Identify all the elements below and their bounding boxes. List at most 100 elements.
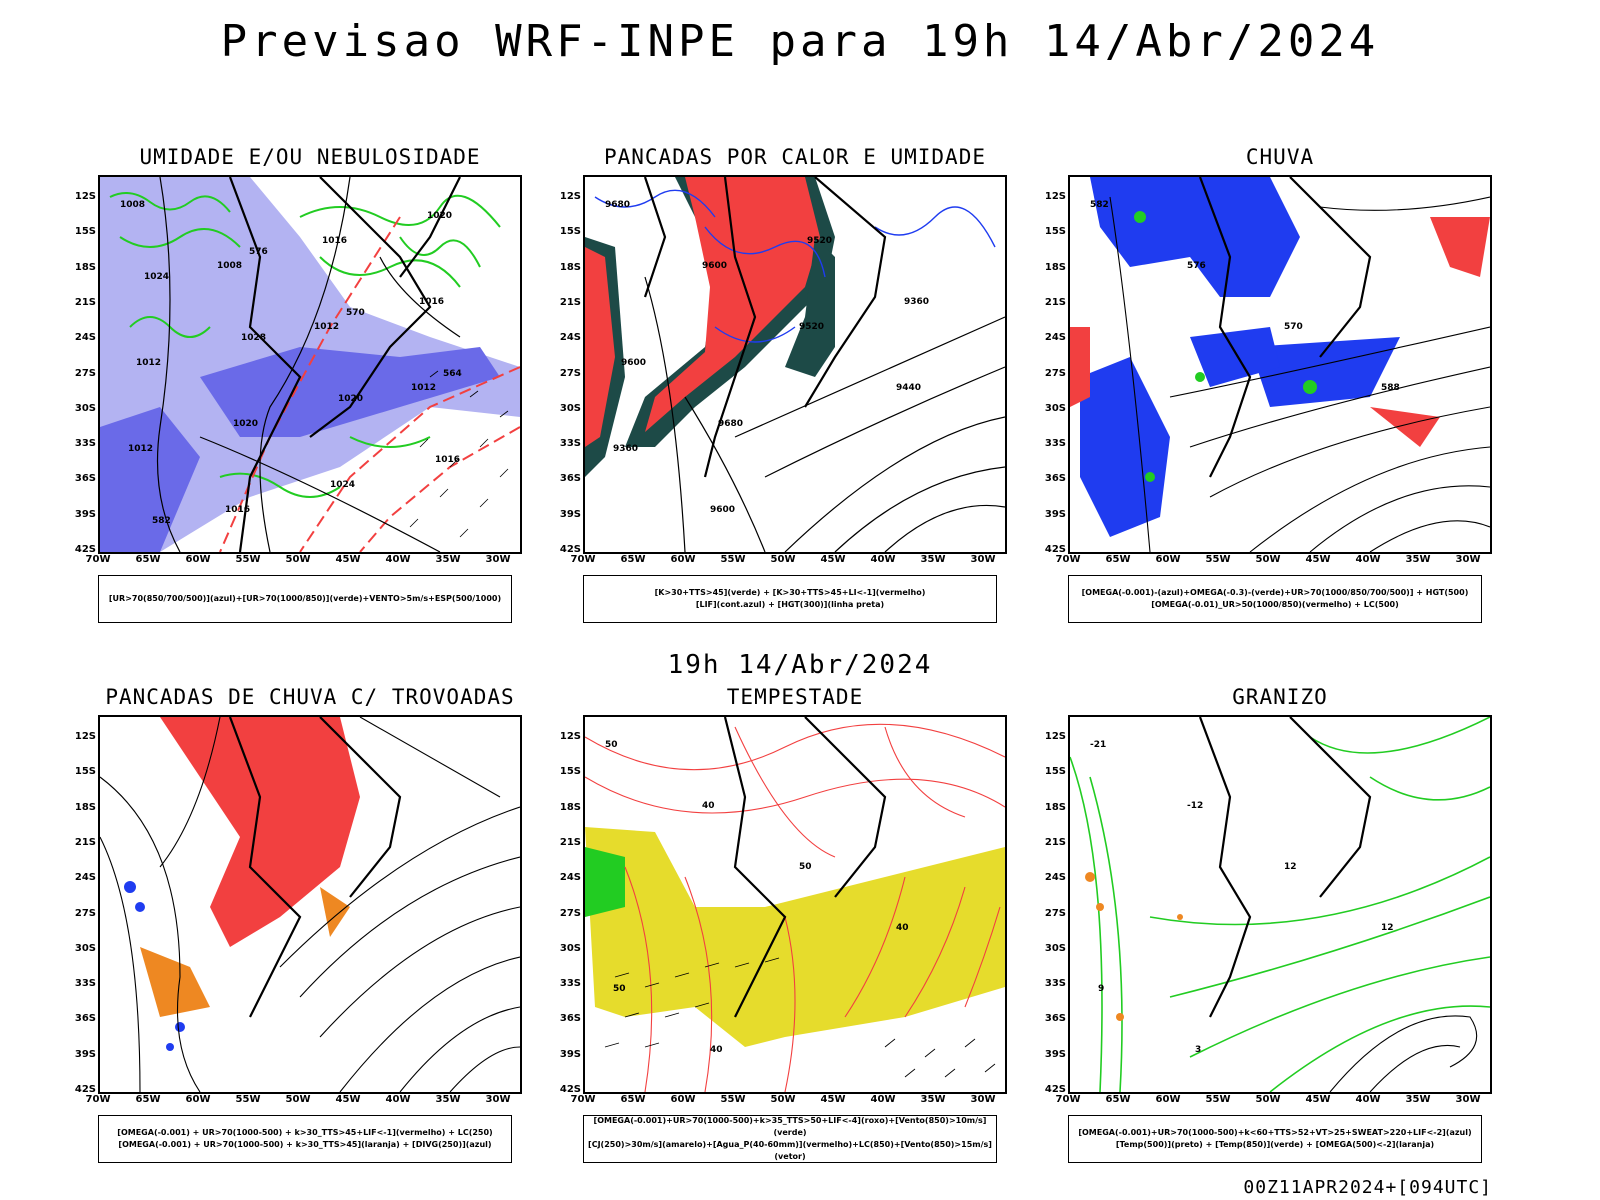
- panel-chuva: CHUVA 582 576 570 588 [OMEGA(-0.001)-(azul)…: [1020, 145, 1500, 635]
- lon-label: 55W: [720, 1094, 746, 1105]
- contour-label: 9: [1098, 984, 1104, 994]
- lon-label: 35W: [920, 1094, 946, 1105]
- lat-label: 12S: [1044, 191, 1066, 202]
- lon-label: 50W: [285, 1094, 311, 1105]
- lat-label: 39S: [559, 1048, 581, 1060]
- lat-label: 21S: [1044, 836, 1066, 848]
- lon-label: 40W: [1355, 554, 1381, 565]
- contour-label: 582: [1090, 200, 1109, 210]
- contour-label: 50: [613, 984, 626, 994]
- lat-label: 27S: [559, 367, 581, 379]
- legend-chuva: [OMEGA(-0.001)-(azul)+OMEGA(-0.3)-(verde…: [1068, 575, 1482, 623]
- lon-label: 70W: [85, 1094, 111, 1105]
- lat-label: 27S: [1044, 907, 1066, 919]
- main-title: Previsao WRF-INPE para 19h 14/Abr/2024: [220, 16, 1380, 67]
- panel-pancadas-calor: PANCADAS POR CALOR E UMIDADE 9: [535, 145, 1015, 635]
- contour-label: 564: [443, 369, 462, 379]
- contour-label: 9600: [621, 358, 646, 368]
- legend-trovoadas: [OMEGA(-0.001) + UR>70(1000-500) + k>30_…: [98, 1115, 512, 1163]
- map-pancadas-calor: 9680 9600 9520 9440 9360 9600 9520 9360 9600 9680: [583, 175, 1007, 554]
- lat-label: 42S: [559, 544, 581, 555]
- contour-label: 40: [702, 801, 715, 811]
- lat-label: 36S: [74, 473, 96, 485]
- legend-umidade: [UR>70(850/700/500)](azul)+[UR>70(1000/8…: [98, 575, 512, 623]
- lat-label: 30S: [74, 942, 96, 954]
- legend-line: [OMEGA(-0.01)_UR>50(1000/850)(vermelho) …: [1151, 600, 1399, 609]
- lat-label: 21S: [559, 296, 581, 308]
- contour-label: 1016: [225, 505, 250, 515]
- contour-label: 9520: [799, 322, 824, 332]
- lat-label: 24S: [559, 332, 581, 344]
- contour-label: 1020: [427, 211, 452, 221]
- contour-label: 576: [249, 247, 268, 257]
- contour-label: 1024: [330, 480, 355, 490]
- lon-label: 55W: [1205, 554, 1231, 565]
- lon-label: 45W: [335, 1094, 361, 1105]
- lon-label: 45W: [335, 554, 361, 565]
- contour-label: 1016: [419, 297, 444, 307]
- lat-label: 12S: [559, 731, 581, 742]
- lon-label: 65W: [620, 554, 646, 565]
- legend-line: [OMEGA(-0.001)+UR>70(1000-500)+k>35_TTS>…: [593, 1116, 987, 1137]
- map-granizo: -21 -12 12 12 9 3: [1068, 715, 1492, 1094]
- lat-label: 36S: [1044, 473, 1066, 485]
- map-tempestade: 50 40 50 40 50 40: [583, 715, 1007, 1094]
- lat-label: 39S: [1044, 508, 1066, 520]
- lat-label: 39S: [74, 1048, 96, 1060]
- lon-label: 60W: [1155, 554, 1181, 565]
- lat-label: 30S: [559, 402, 581, 414]
- lon-label: 50W: [770, 1094, 796, 1105]
- contour-label: 9360: [613, 444, 638, 454]
- lat-label: 15S: [1044, 766, 1066, 778]
- legend-line: [OMEGA(-0.001)+UR>70(1000-500)+k<60+TTS>…: [1078, 1128, 1472, 1137]
- lat-label: 24S: [1044, 872, 1066, 884]
- lat-label: 15S: [74, 226, 96, 238]
- lon-label: 30W: [485, 554, 511, 565]
- lon-label: 35W: [435, 1094, 461, 1105]
- lat-label: 24S: [74, 872, 96, 884]
- contour-label: 1012: [411, 383, 436, 393]
- legend-line: [Temp(500)](preto) + [Temp(850)](verde) …: [1115, 1140, 1435, 1149]
- lat-label: 33S: [1044, 978, 1066, 990]
- lat-label: 39S: [559, 508, 581, 520]
- legend-line: [LIF](cont.azul) + [HGT(300)](linha pret…: [695, 600, 885, 609]
- lat-label: 42S: [74, 544, 96, 555]
- contour-label: 1016: [322, 236, 347, 246]
- lon-label: 30W: [970, 554, 996, 565]
- lat-label: 33S: [1044, 438, 1066, 450]
- lon-label: 55W: [235, 554, 261, 565]
- lon-label: 40W: [870, 554, 896, 565]
- lon-label: 40W: [870, 1094, 896, 1105]
- lat-label: 24S: [559, 872, 581, 884]
- mid-title: 19h 14/Abr/2024: [667, 650, 933, 680]
- lon-label: 60W: [185, 1094, 211, 1105]
- contour-label: 1012: [136, 358, 161, 368]
- lat-label: 12S: [559, 191, 581, 202]
- lon-label: 60W: [1155, 1094, 1181, 1105]
- lat-label: 15S: [74, 766, 96, 778]
- lat-label: 36S: [74, 1013, 96, 1025]
- lat-label: 15S: [559, 226, 581, 238]
- lat-label: 21S: [559, 836, 581, 848]
- legend-tempestade: [OMEGA(-0.001)+UR>70(1000-500)+k>35_TTS>…: [583, 1115, 997, 1163]
- contour-label: 570: [1284, 322, 1303, 332]
- lat-label: 30S: [559, 942, 581, 954]
- contour-label: 40: [896, 923, 909, 933]
- lon-label: 65W: [135, 554, 161, 565]
- lat-label: 15S: [1044, 226, 1066, 238]
- contour-label: 1008: [120, 200, 145, 210]
- lon-label: 70W: [570, 1094, 596, 1105]
- lat-label: 21S: [1044, 296, 1066, 308]
- lat-label: 36S: [1044, 1013, 1066, 1025]
- lat-label: 24S: [74, 332, 96, 344]
- lon-label: 65W: [620, 1094, 646, 1105]
- lon-label: 60W: [670, 554, 696, 565]
- lon-label: 35W: [1405, 554, 1431, 565]
- lat-label: 24S: [1044, 332, 1066, 344]
- map-trovoadas: [98, 715, 522, 1094]
- lat-label: 18S: [74, 261, 96, 273]
- lon-label: 30W: [1455, 1094, 1481, 1105]
- lat-label: 42S: [74, 1084, 96, 1095]
- lon-label: 35W: [920, 554, 946, 565]
- contour-label: -12: [1187, 801, 1203, 811]
